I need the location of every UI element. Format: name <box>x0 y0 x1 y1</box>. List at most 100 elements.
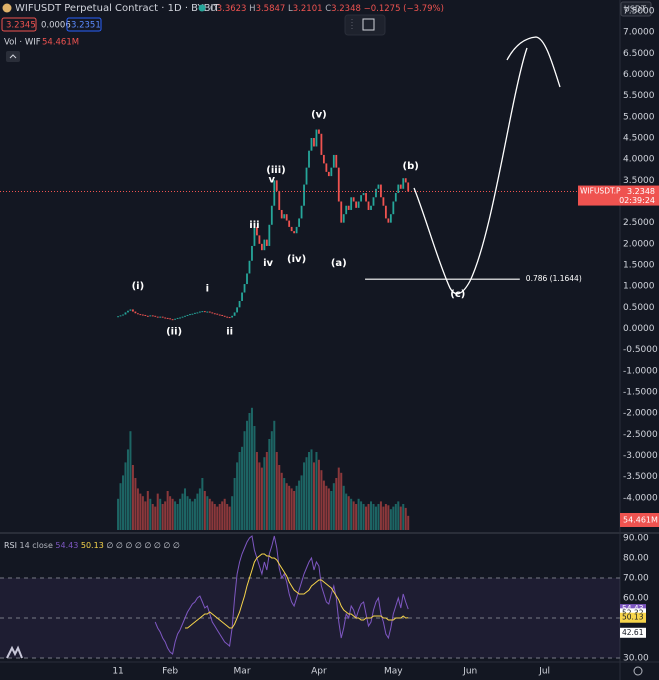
candle <box>129 309 132 311</box>
y-tick-label: 0.5000 <box>623 303 655 313</box>
volume-bar <box>218 504 221 530</box>
candle <box>265 239 268 246</box>
candle <box>288 220 291 227</box>
candle <box>144 314 147 316</box>
buy-price[interactable]: 3.2351 <box>71 21 101 31</box>
x-tick-label: Jul <box>538 667 550 677</box>
candle <box>355 201 358 208</box>
volume-bar <box>335 478 338 530</box>
volume-bar <box>146 491 149 530</box>
candle <box>141 314 144 316</box>
y-tick-label: 5.0000 <box>623 112 655 122</box>
volume-bar <box>305 457 308 530</box>
volume-bar <box>161 504 164 530</box>
wave-label: (iv) <box>287 254 306 265</box>
volume-bar <box>345 493 348 530</box>
candle <box>186 314 189 316</box>
volume-bar <box>320 470 323 530</box>
market-status <box>198 4 206 12</box>
currency[interactable]: USDT <box>624 5 646 14</box>
candle <box>263 239 266 251</box>
candle <box>191 313 194 315</box>
volume-bar <box>174 501 177 530</box>
candle <box>258 235 261 244</box>
candle <box>357 201 360 208</box>
volume-bar <box>374 506 377 530</box>
candle <box>122 314 124 316</box>
volume-bar <box>166 491 169 530</box>
volume-bar <box>184 488 187 530</box>
y-tick-label: -3.0000 <box>623 451 658 461</box>
volume-bar <box>322 480 325 530</box>
settings-icon[interactable] <box>633 666 643 676</box>
volume-bar <box>387 505 390 530</box>
y-tick-label: 7.5000 <box>623 7 655 17</box>
candle <box>181 316 184 318</box>
y-tick-label: 1.5000 <box>623 261 655 271</box>
volume-bar <box>377 504 380 530</box>
rsi-band <box>0 578 620 658</box>
volume-bar <box>332 483 335 530</box>
volume-bar <box>203 491 206 530</box>
collapse-icon <box>9 54 17 59</box>
ohlc-key: C <box>325 4 331 14</box>
candle <box>246 273 248 285</box>
rsi-marker-label: 50.13 <box>622 613 644 622</box>
rsi-legend-item: ∅ ∅ ∅ ∅ ∅ ∅ ∅ ∅ <box>106 541 180 550</box>
volume-bar <box>198 488 201 530</box>
fib-label: 0.786 (1.1644) <box>526 274 582 283</box>
volume-bar <box>340 472 343 530</box>
candle <box>283 214 286 219</box>
sell-button[interactable] <box>1 17 37 32</box>
buy-button[interactable] <box>66 17 102 32</box>
volume-bar <box>221 501 224 530</box>
projection-drawing <box>506 36 561 88</box>
change: −0.1275 (−3.79%) <box>364 4 444 14</box>
drawing-toolbar[interactable] <box>344 14 386 36</box>
candle <box>196 312 199 314</box>
volume-bar <box>134 478 137 530</box>
candle <box>340 201 343 223</box>
volume-bar <box>208 498 211 530</box>
wave-label: iii <box>249 220 259 231</box>
ohlc-value: 3.5847 <box>256 4 286 14</box>
volume-bar <box>288 485 291 530</box>
volume-bar <box>238 452 241 530</box>
rsi-legend-item: RSI <box>4 541 17 550</box>
volume-bar <box>312 462 315 530</box>
ohlc-key: O <box>210 4 217 14</box>
volume-bar <box>119 483 122 530</box>
currency-select[interactable] <box>620 1 652 17</box>
volume-bar <box>159 498 162 530</box>
volume-bar <box>191 501 194 530</box>
candle <box>308 150 310 168</box>
x-tick-label: Feb <box>162 667 178 677</box>
volume-bar <box>154 506 157 530</box>
volume-bar <box>362 504 365 530</box>
y-tick-label: 1.0000 <box>623 282 655 292</box>
y-tick-label: 4.0000 <box>623 155 655 165</box>
collapse-button[interactable] <box>6 51 20 62</box>
volume-bar <box>186 496 189 530</box>
volume-bar <box>236 462 239 530</box>
volume-bar <box>250 407 253 530</box>
volume-bar <box>255 452 258 530</box>
wave-label: i <box>206 283 209 294</box>
volume-bar <box>355 504 358 530</box>
volume-bar <box>263 457 266 530</box>
volume-bar <box>382 506 385 530</box>
volume-bar <box>117 498 120 530</box>
volume-label-box <box>620 513 659 527</box>
volume-bar <box>310 449 313 530</box>
volume-bar <box>315 452 318 530</box>
candle <box>295 226 298 234</box>
candle <box>389 214 392 223</box>
volume-bar <box>169 496 172 530</box>
candle <box>189 314 191 316</box>
sell-price[interactable]: 3.2345 <box>6 21 36 31</box>
candle <box>332 154 335 168</box>
rsi-tick-label: 30.00 <box>623 654 649 664</box>
candle <box>399 184 402 189</box>
